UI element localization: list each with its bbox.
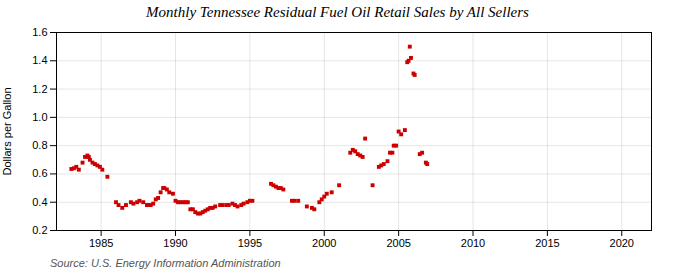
- svg-text:0.4: 0.4: [32, 196, 47, 208]
- svg-text:0.8: 0.8: [32, 139, 47, 151]
- svg-text:1.2: 1.2: [32, 83, 47, 95]
- svg-text:1985: 1985: [89, 237, 113, 249]
- svg-text:1.6: 1.6: [32, 26, 47, 38]
- svg-text:1990: 1990: [163, 237, 187, 249]
- svg-text:2015: 2015: [535, 237, 559, 249]
- svg-text:2010: 2010: [461, 237, 485, 249]
- svg-text:2020: 2020: [610, 237, 634, 249]
- svg-text:0.6: 0.6: [32, 167, 47, 179]
- svg-text:2005: 2005: [386, 237, 410, 249]
- svg-text:Dollars per Gallon: Dollars per Gallon: [1, 87, 13, 175]
- svg-text:1.4: 1.4: [32, 54, 47, 66]
- svg-text:1995: 1995: [238, 237, 262, 249]
- svg-text:2000: 2000: [312, 237, 336, 249]
- html-text:Source: U.S. Energy Informatio: Source: U.S. Energy Information Administ…: [50, 257, 281, 269]
- svg-text:1.0: 1.0: [32, 111, 47, 123]
- svg-text:0.2: 0.2: [32, 224, 47, 236]
- html-text:Monthly Tennessee Residual Fue: Monthly Tennessee Residual Fuel Oil Reta…: [146, 4, 529, 20]
